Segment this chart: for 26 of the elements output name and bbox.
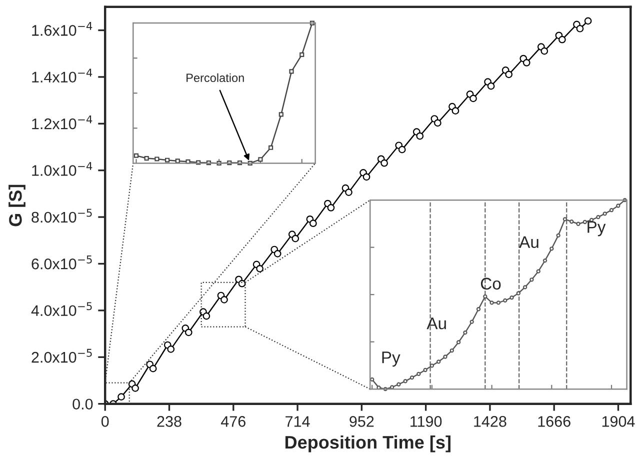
y-tick-label: 1.2x10$^{−4}$	[32, 115, 92, 130]
x-tick-label: 1666	[538, 416, 570, 427]
y-tick-label: 1.6x10$^{−4}$	[32, 22, 92, 36]
annotation: Au	[426, 318, 446, 330]
y-tick-label: 6.0x10$^{−5}$	[32, 256, 92, 270]
y-tick-label: 1.4x10$^{−4}$	[32, 68, 92, 83]
annotation: Percolation	[186, 73, 244, 82]
x-tick-label: 1904	[602, 416, 635, 427]
y-tick-label: 4.0x10$^{−5}$	[31, 302, 92, 316]
annotation: Au	[519, 236, 538, 248]
x-tick-label: 1428	[474, 416, 506, 427]
x-tick-label: 238	[157, 416, 182, 427]
y-tick-label: 0.0	[72, 398, 93, 410]
y-tick-label: 8.0x10$^{−5}$	[32, 208, 92, 223]
annotation: Py	[382, 352, 400, 367]
x-axis-title: Deposition Time [s]	[285, 435, 450, 452]
x-tick-label: 714	[286, 416, 310, 427]
annotation: Py	[588, 221, 606, 236]
y-tick-label: 1.0x10$^{−4}$	[32, 162, 92, 176]
x-tick-label: 0	[101, 416, 109, 427]
x-tick-label: 952	[350, 416, 374, 427]
annotation: Co	[480, 278, 501, 290]
y-tick-label: 2.0x10$^{−5}$	[32, 348, 92, 363]
x-tick-label: 1190	[410, 416, 442, 427]
x-tick-label: 476	[220, 416, 246, 427]
y-axis-title: G [S]	[8, 184, 26, 226]
